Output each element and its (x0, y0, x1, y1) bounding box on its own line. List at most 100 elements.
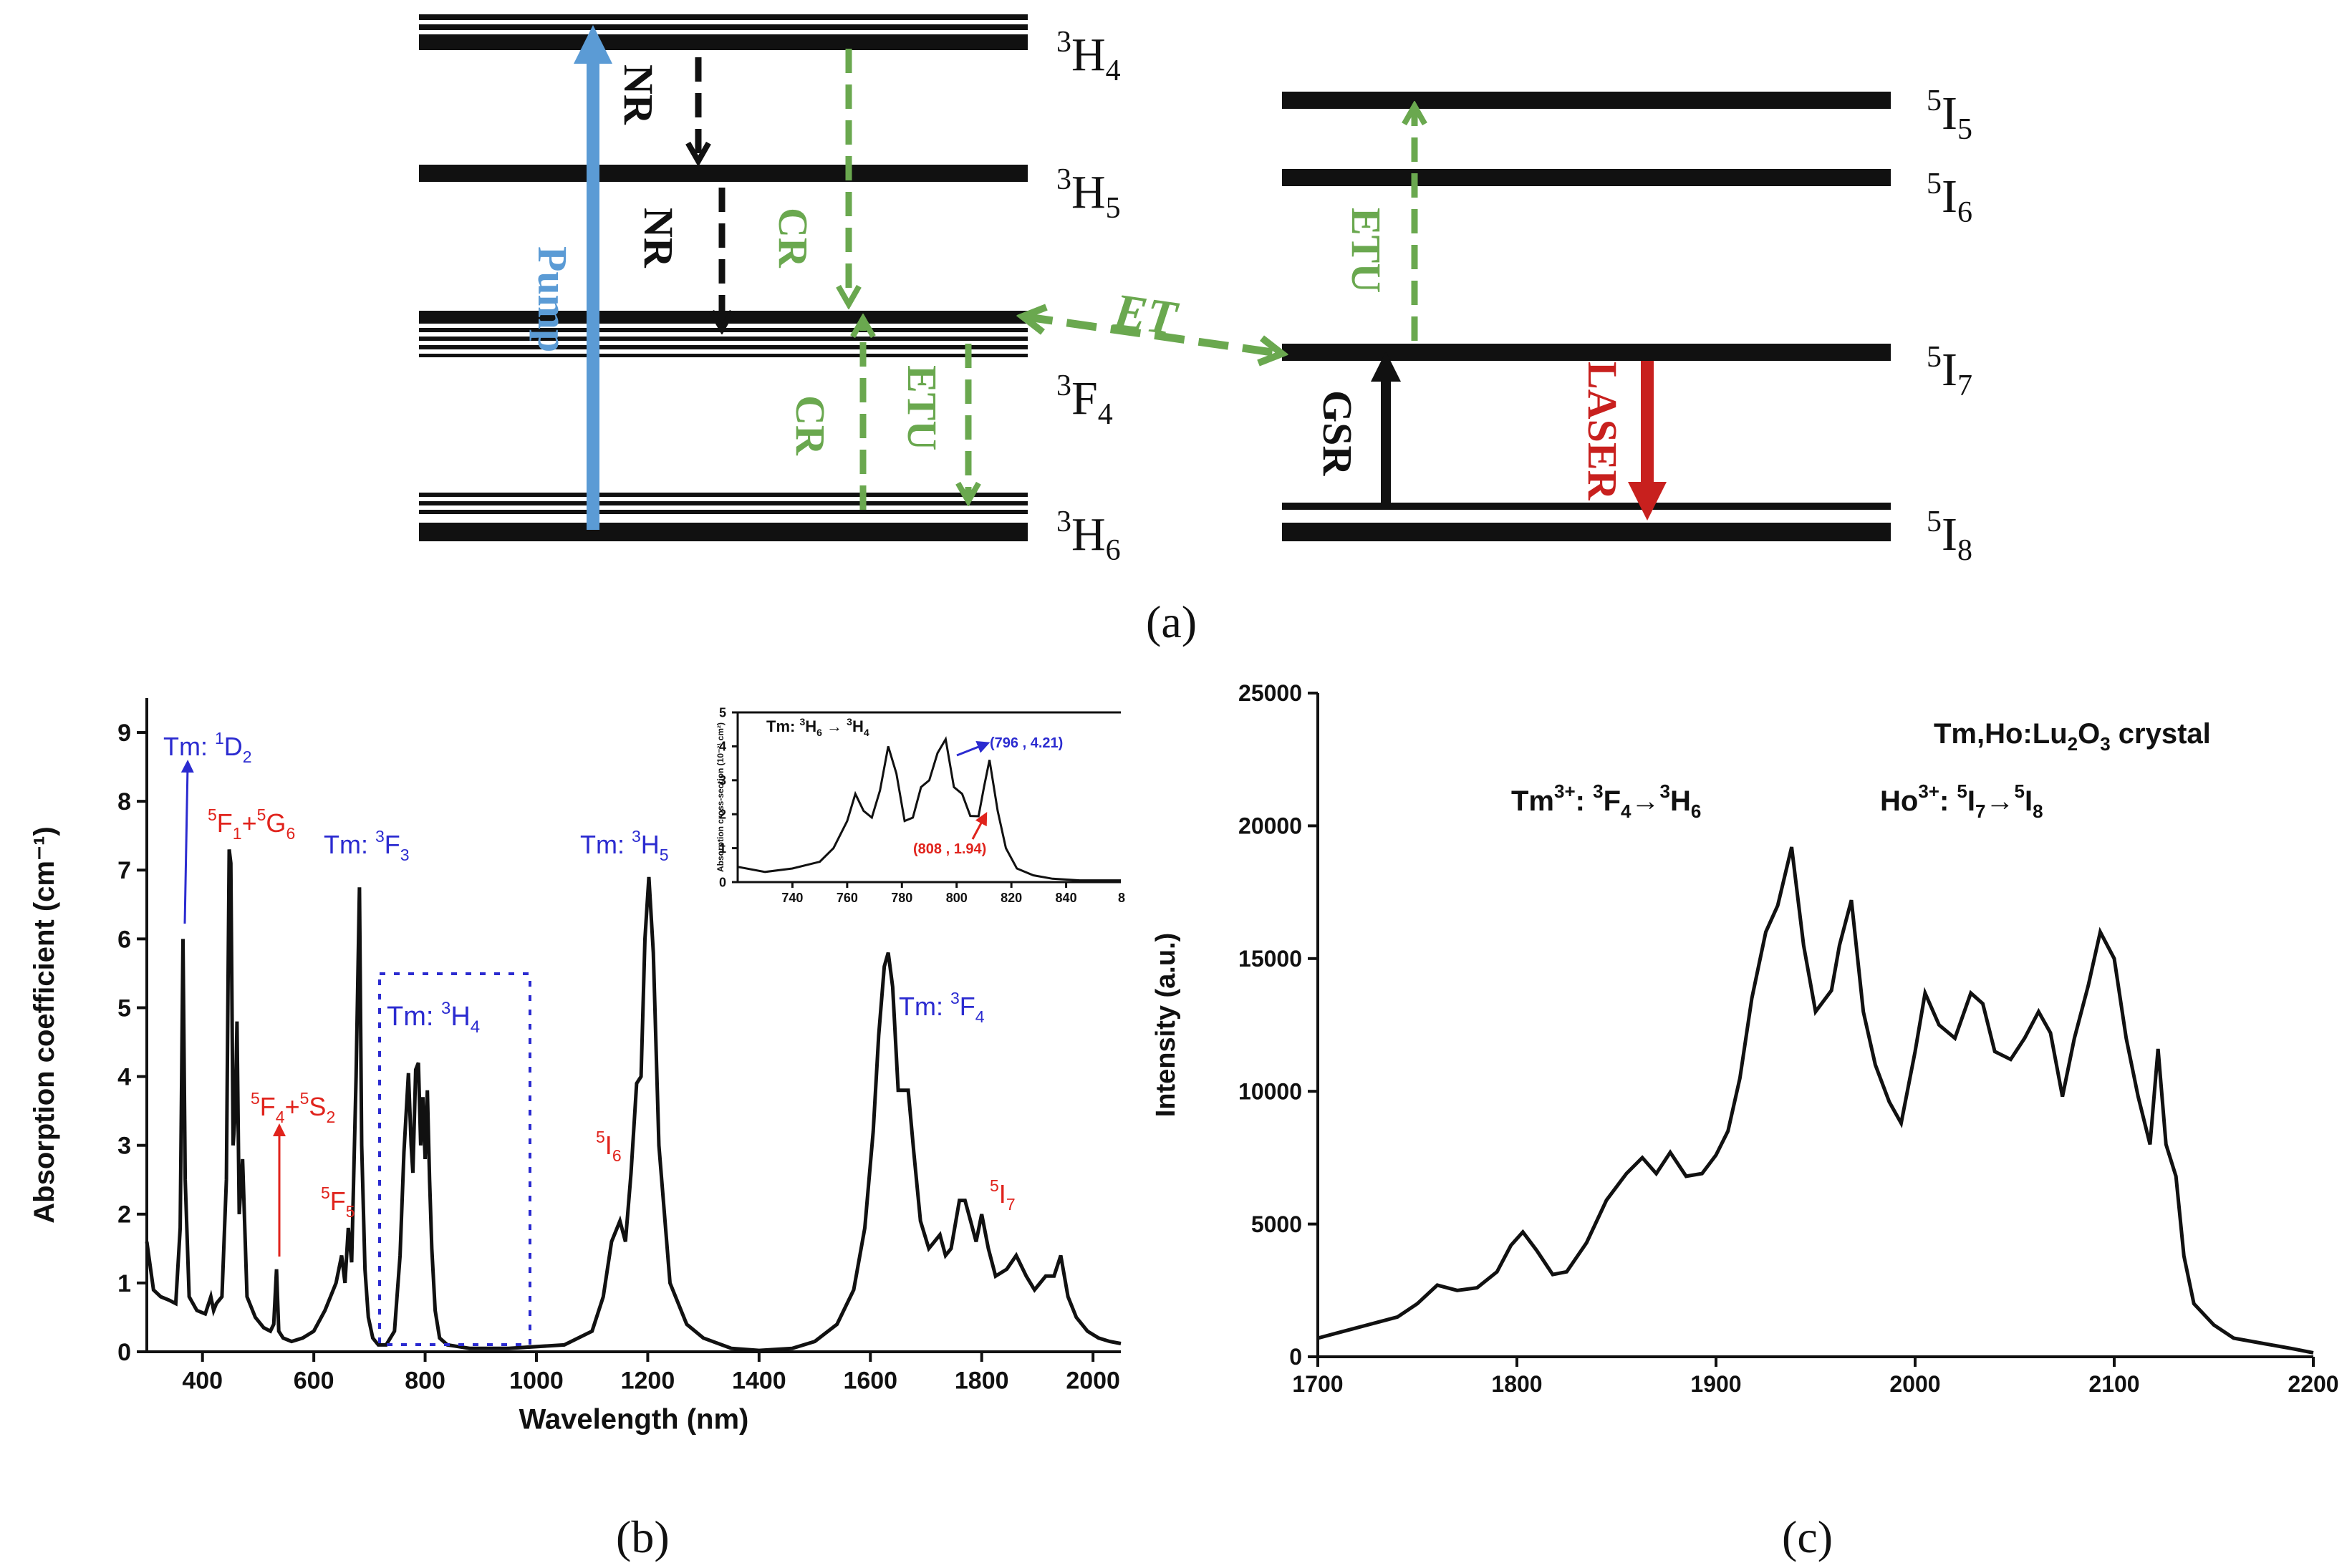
absorption-x-tick-label: 2000 (1066, 1367, 1120, 1394)
level-ho-5i5 (1282, 92, 1891, 109)
emission-x-tick-label: 2100 (2088, 1371, 2139, 1397)
emission-x-tick-label: 1900 (1690, 1371, 1741, 1397)
absorption-inset-x-tick-label: 740 (781, 891, 803, 905)
annotation-tm-3f3: Tm: 3F3 (324, 827, 410, 864)
emission-y-tick-label: 20000 (1238, 813, 1302, 839)
annotation-tm-1d2: Tm: 1D2 (163, 729, 252, 766)
level-ho-5i6 (1282, 169, 1891, 186)
absorption-series-line (145, 849, 1122, 1352)
absorption-chart: 400 600 800 1000 1200 1400 1600 1800 20000123456… (29, 698, 1125, 1562)
etu-tm-label: ETU (899, 365, 945, 450)
emission-y-tick-label: 25000 (1238, 680, 1302, 706)
absorption-y-tick-label: 8 (117, 788, 131, 816)
absorption-inset-y-tick-label: 3 (719, 773, 726, 788)
absorption-y-tick-label: 9 (117, 720, 131, 747)
absorption-inset-x-tick-label: 840 (1056, 891, 1077, 905)
label-tm-3h5: 3H5 (1056, 163, 1121, 225)
absorption-y-tick-label: 6 (117, 926, 131, 953)
absorption-x-tick-label: 1600 (843, 1367, 897, 1394)
et-label: ET (1110, 283, 1182, 346)
absorption-inset-x-tick-label: 820 (1001, 891, 1022, 905)
absorption-x-tick-label: 1200 (621, 1367, 675, 1394)
absorption-x-tick-label: 1400 (732, 1367, 786, 1394)
cr-label-2: CR (787, 395, 834, 456)
absorption-y-tick-label: 1 (117, 1270, 131, 1297)
absorption-inset-y-tick-label: 2 (719, 808, 726, 822)
label-ho-5i5: 5I5 (1927, 84, 1972, 146)
inset-title: Tm: 3H6 → 3H4 (766, 716, 869, 738)
tm-transition-label: Tm3+: 3F4→3H6 (1511, 780, 1701, 822)
label-ho-5i7: 5I7 (1927, 341, 1972, 402)
level-tm-3h4 (419, 14, 1028, 50)
inset-arrow-796 (956, 740, 991, 757)
emission-y-axis-title: Intensity (a.u.) (1151, 933, 1181, 1118)
absorption-inset-x-tick-label: 780 (891, 891, 912, 905)
absorption-y-tick-label: 0 (117, 1339, 131, 1366)
absorption-x-tick-label: 400 (182, 1367, 223, 1394)
sample-label: Tm,Ho:Lu2O3 crystal (1934, 718, 2211, 755)
caption-c: (c) (1782, 1511, 1833, 1562)
absorption-x-tick-label: 600 (294, 1367, 334, 1394)
absorption-y-tick-label: 5 (117, 994, 131, 1022)
annotation-5i6: 5I6 (596, 1128, 622, 1165)
absorption-x-tick-label: 1800 (955, 1367, 1009, 1394)
cr-label-1: CR (770, 208, 816, 268)
annotation-5f5: 5F5 (321, 1184, 355, 1221)
label-tm-3h4: 3H4 (1056, 26, 1121, 87)
energy-level-diagram: 3H4 3H5 3F4 3H6 5I5 5I6 5I7 5I8 Pump NR … (419, 14, 1972, 647)
level-ho-5i7 (1282, 344, 1891, 361)
pump-label: Pump (529, 246, 576, 352)
absorption-y-tick-label: 3 (117, 1133, 131, 1160)
level-tm-3h5 (419, 165, 1028, 182)
etu-ho-label: ETU (1343, 208, 1389, 293)
absorption-inset-x-tick-label: 8 (1118, 891, 1125, 905)
absorption-inset-x-tick-label: 800 (946, 891, 968, 905)
label-ho-5i8: 5I8 (1927, 505, 1972, 567)
annotation-5i7: 5I7 (990, 1176, 1016, 1214)
absorption-inset-y-tick-label: 1 (719, 841, 726, 856)
nr-label-1: NR (615, 64, 662, 125)
inset-annotation-808: (808 , 1.94) (913, 841, 986, 857)
laser-label: LASER (1579, 362, 1626, 501)
emission-y-tick-label: 0 (1289, 1344, 1302, 1370)
ho-transition-label: Ho3+: 5I7→5I8 (1880, 780, 2043, 822)
annotation-5f1-5g6: 5F1+5G6 (208, 805, 295, 843)
absorption-y-axis-title: Absorption coefficient (cm⁻¹) (29, 826, 60, 1223)
absorption-x-tick-label: 1000 (509, 1367, 564, 1394)
absorption-inset-y-tick-label: 0 (719, 875, 726, 889)
label-tm-3h6: 3H6 (1056, 505, 1121, 567)
box-label-tm-3h4: Tm: 3H4 (387, 999, 480, 1037)
level-ho-5i8 (1282, 503, 1891, 541)
caption-a: (a) (1146, 596, 1197, 647)
absorption-y-tick-label: 4 (117, 1063, 131, 1090)
emission-series-line (1317, 846, 2314, 1355)
absorption-inset-y-tick-label: 4 (719, 740, 726, 754)
absorption-inset: 740 760 780 800 820 840 8 0 1 2 3 4 5 Absorption cros… (715, 705, 1125, 905)
caption-b: (b) (616, 1511, 670, 1562)
absorption-inset-x-tick-label: 760 (837, 891, 858, 905)
emission-x-tick-label: 2000 (1889, 1371, 1940, 1397)
nr-label-2: NR (635, 208, 682, 268)
emission-x-tick-label: 2200 (2288, 1371, 2338, 1397)
absorption-axes: 400 600 800 1000 1200 1400 1600 1800 20000123456… (29, 698, 1121, 1435)
inset-series-line (737, 736, 1121, 882)
absorption-x-axis-title: Wavelength (nm) (519, 1403, 749, 1435)
label-tm-3f4: 3F4 (1056, 369, 1113, 431)
arrow-1d2 (180, 760, 194, 924)
emission-x-tick-label: 1700 (1292, 1371, 1343, 1397)
absorption-inset-y-tick-label: 5 (719, 705, 726, 720)
absorption-x-tick-label: 800 (405, 1367, 445, 1394)
emission-y-tick-label: 15000 (1238, 946, 1302, 972)
gsr-label: GSR (1314, 390, 1361, 476)
inset-arrow-808 (971, 812, 988, 840)
emission-x-tick-label: 1800 (1491, 1371, 1542, 1397)
annotation-5f4-5s2: 5F4+5S2 (251, 1089, 335, 1126)
annotation-tm-3f4: Tm: 3F4 (899, 989, 985, 1026)
absorption-inset-y-axis-title: Absorption cross-section (10⁻²¹ cm²) (715, 722, 726, 872)
level-tm-3h6 (419, 493, 1028, 541)
emission-axes: 1700 1800 1900 2000 2100 2200 0 5000 10000 15000 2… (1151, 680, 2339, 1397)
inset-annotation-796: (796 , 4.21) (990, 735, 1063, 751)
emission-y-tick-label: 5000 (1251, 1211, 1302, 1237)
absorption-y-tick-label: 7 (117, 857, 131, 884)
